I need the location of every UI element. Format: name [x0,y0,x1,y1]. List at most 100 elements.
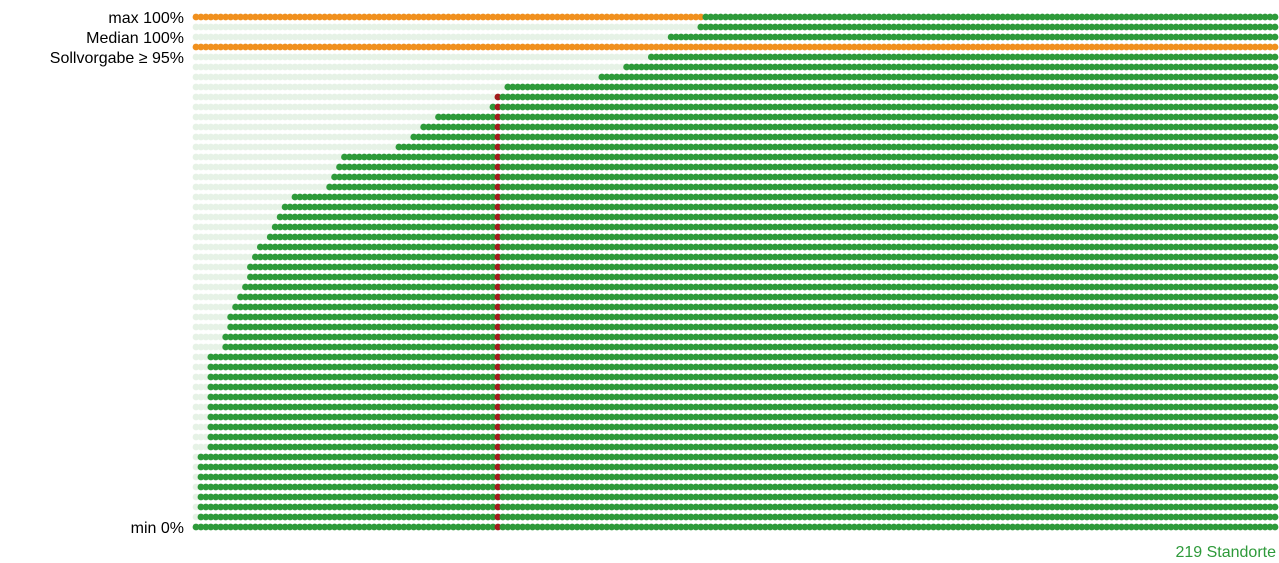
dots-layer [192,13,1279,531]
site-dot [197,113,205,121]
site-dot [207,63,215,71]
site-dot [202,323,210,331]
site-dot [261,243,269,251]
site-dot [202,243,210,251]
site-dot [227,293,235,301]
site-dot [202,443,210,451]
site-dot [197,473,205,481]
site-dot [222,63,230,71]
site-dot [251,173,259,181]
site-dot [242,113,249,121]
site-dot [212,143,220,151]
site-dot [242,373,249,381]
site-dot [192,503,200,511]
site-dot [256,433,264,441]
site-dot [197,143,205,151]
site-dot [192,243,200,251]
site-dot [261,93,269,101]
site-dot [247,213,254,221]
site-dot [227,433,235,441]
site-dot [222,13,230,21]
site-dot [222,453,230,461]
site-dot [251,353,259,361]
site-dot [197,353,205,361]
site-dot [247,353,254,361]
site-dot [192,493,200,501]
site-dot [192,353,200,361]
site-dot [247,393,254,401]
site-dot [261,353,269,361]
site-dot [212,513,220,521]
site-dot [197,283,205,291]
site-dot [202,423,210,431]
site-dot [247,263,254,271]
site-dot [247,253,254,261]
site-dot [192,223,200,231]
site-dot [266,453,274,461]
site-dot [242,483,249,491]
site-dot [247,413,254,421]
site-dot [242,463,249,471]
site-dot [242,23,249,31]
site-dot [237,33,244,41]
site-dot [237,63,244,71]
site-dot [232,243,240,251]
site-dot [202,203,210,211]
site-dot [217,83,225,91]
site-dot [197,93,205,101]
site-dot [212,253,220,261]
site-dot [256,303,264,311]
site-dot [202,523,210,531]
site-dot [237,113,244,121]
site-dot [222,383,230,391]
site-dot [207,393,215,401]
site-dot [192,33,200,41]
site-dot [261,203,269,211]
site-dot [256,213,264,221]
site-dot [207,13,215,21]
site-dot [207,183,215,191]
site-dot [222,333,230,341]
site-dot [192,403,200,411]
site-dot [266,383,274,391]
site-dot [232,433,240,441]
site-dot [237,163,244,171]
site-dot [217,33,225,41]
site-dot [232,303,240,311]
site-dot [237,433,244,441]
site-dot [232,333,240,341]
site-dot [256,363,264,371]
site-dot [222,473,230,481]
site-dot [222,353,230,361]
site-dot [207,293,215,301]
site-dot [192,143,200,151]
site-dot [222,123,230,131]
site-dot [261,313,269,321]
site-dot [242,273,249,281]
site-dot [207,43,215,51]
site-dot [232,443,240,451]
site-dot [237,153,244,161]
site-dot [197,263,205,271]
site-dot [256,203,264,211]
site-dot [207,253,215,261]
site-dot [256,313,264,321]
site-dot [237,513,244,521]
site-dot [232,73,240,81]
site-dot [197,483,205,491]
site-dot [266,403,274,411]
site-dot [212,393,220,401]
site-dot [247,183,254,191]
site-dot [237,523,244,531]
site-dot [237,273,244,281]
site-dot [192,513,200,521]
site-dot [227,213,235,221]
site-dot [237,283,244,291]
site-dot [197,103,205,111]
site-dot [207,193,215,201]
site-dot [256,483,264,491]
site-dot [217,163,225,171]
site-dot [242,173,249,181]
site-dot [261,73,269,81]
site-dot [207,83,215,91]
